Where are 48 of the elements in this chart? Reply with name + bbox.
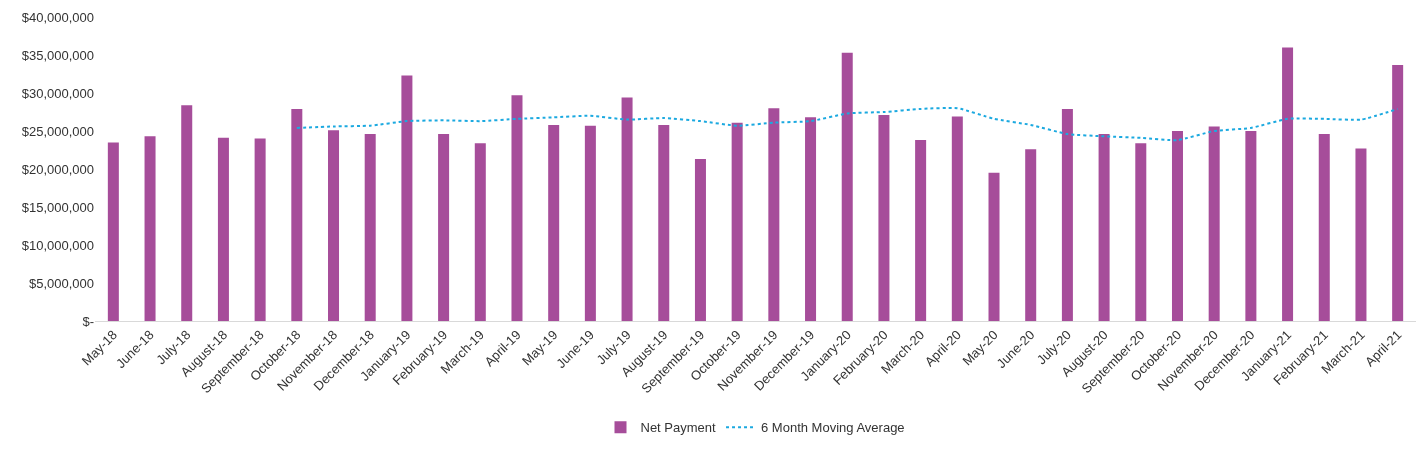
bar <box>878 115 890 321</box>
line-series <box>295 106 1399 142</box>
bar <box>364 134 376 321</box>
bar <box>1098 134 1110 321</box>
bar <box>1282 47 1294 321</box>
bar <box>841 52 853 321</box>
bar <box>1171 131 1183 321</box>
y-tick-label: $35,000,000 <box>21 47 94 63</box>
y-tick-label: $10,000,000 <box>21 237 94 253</box>
bar <box>548 124 560 321</box>
bar <box>694 159 706 321</box>
bar <box>1061 108 1073 321</box>
bar <box>107 142 119 321</box>
bar <box>731 122 743 321</box>
y-tick-label: $30,000,000 <box>21 85 94 101</box>
bar <box>805 117 817 321</box>
bar <box>511 95 523 321</box>
y-tick-label: $- <box>82 313 94 329</box>
bar <box>181 105 193 321</box>
bar <box>988 172 1000 321</box>
bar <box>144 136 156 321</box>
bar <box>328 130 340 321</box>
y-tick-label: $15,000,000 <box>21 199 94 215</box>
bar <box>1355 148 1367 321</box>
bar <box>621 97 633 321</box>
bar <box>658 124 670 321</box>
y-tick-label: $40,000,000 <box>21 9 94 25</box>
bar <box>217 137 229 321</box>
bar <box>584 125 596 321</box>
bar <box>401 75 413 321</box>
bar <box>474 143 486 321</box>
bar <box>915 140 927 321</box>
bar <box>768 108 780 321</box>
bar <box>1318 134 1330 321</box>
bar <box>1208 126 1220 321</box>
y-tick-label: $20,000,000 <box>21 161 94 177</box>
legend-label: Net Payment <box>640 420 717 436</box>
bar <box>1025 149 1037 321</box>
bar <box>1135 143 1147 321</box>
bar <box>254 138 266 321</box>
legend-label: 6 Month Moving Average <box>761 420 905 436</box>
y-tick-label: $25,000,000 <box>21 123 94 139</box>
bar <box>1245 131 1257 321</box>
bar <box>951 116 963 321</box>
bar <box>1392 64 1404 321</box>
y-tick-label: $5,000,000 <box>28 275 94 291</box>
bar <box>291 108 303 321</box>
bar <box>438 134 450 321</box>
